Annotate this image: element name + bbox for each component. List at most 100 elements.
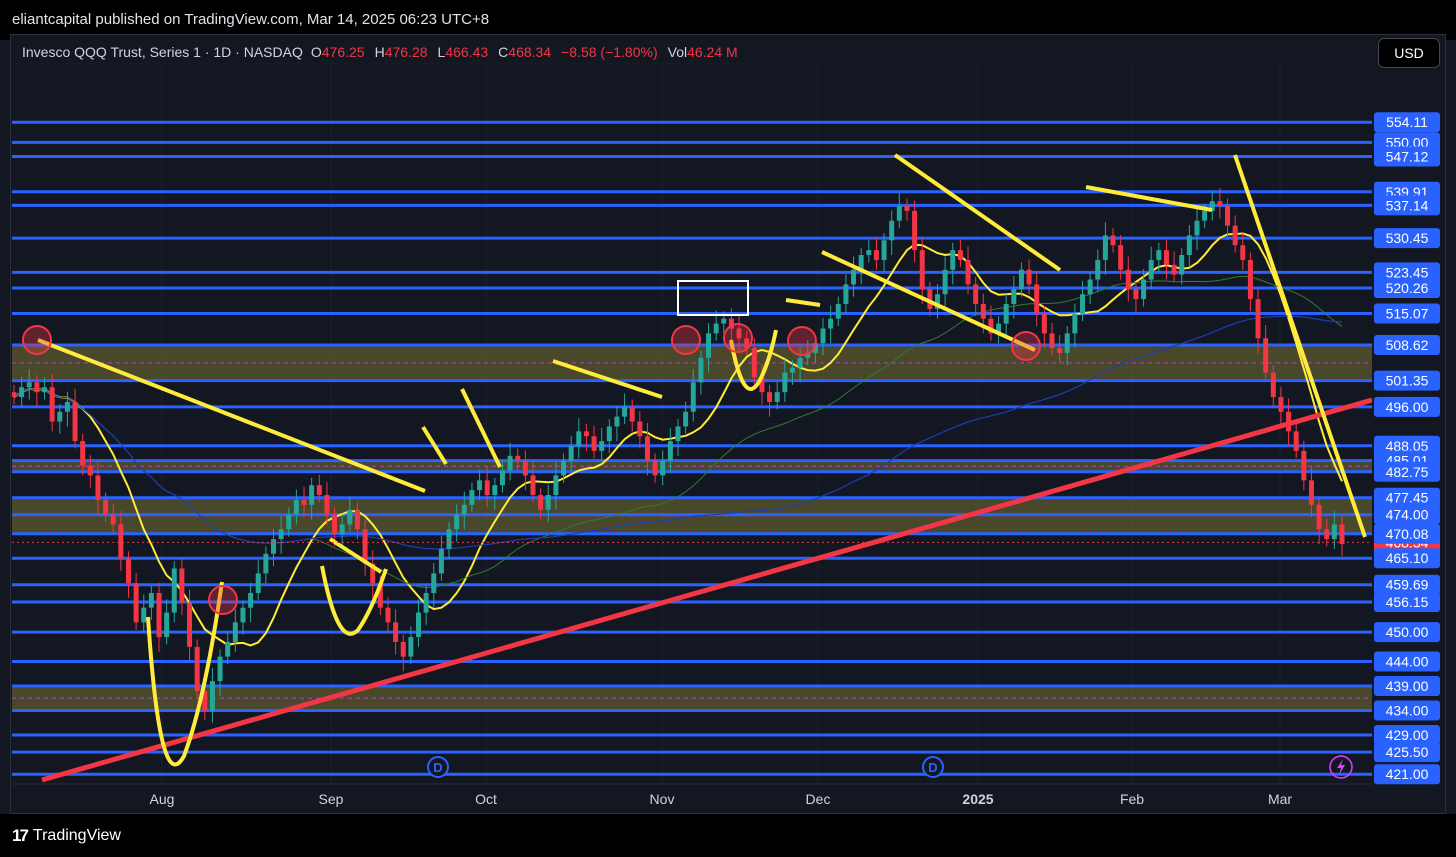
price-label-bg: [1374, 742, 1440, 763]
candle-body: [675, 426, 681, 442]
candle-body: [446, 529, 452, 549]
price-label: 439.00: [1386, 678, 1429, 694]
price-label-bg: [1374, 487, 1440, 508]
candle-body: [698, 357, 704, 383]
price-label: 537.14: [1386, 197, 1429, 213]
candle-body: [690, 382, 696, 412]
candle-body: [484, 480, 490, 496]
candle-body: [248, 592, 254, 608]
candle-body: [1247, 259, 1253, 300]
price-label: 520.26: [1386, 280, 1429, 296]
candle-body: [774, 392, 780, 402]
candle-body: [492, 485, 498, 496]
candle-body: [1072, 313, 1078, 334]
candle-body: [423, 592, 429, 613]
candle-body: [660, 460, 666, 476]
candle-body: [293, 499, 299, 515]
candle-body: [599, 441, 605, 451]
price-label: 523.45: [1386, 264, 1429, 280]
tradingview-logo[interactable]: 17 TradingView: [12, 826, 121, 846]
price-label: 421.00: [1386, 766, 1429, 782]
candle-body: [728, 318, 734, 329]
price-label-bg: [1374, 523, 1440, 544]
grid: [12, 63, 1372, 784]
marker-circle: [208, 585, 238, 615]
candle-body: [225, 641, 231, 657]
candle-body: [950, 250, 956, 270]
candle-body: [568, 446, 574, 461]
price-label: 429.00: [1386, 727, 1429, 743]
price-label: 434.00: [1386, 703, 1429, 719]
candle-body: [576, 431, 582, 447]
marker-circle: [671, 325, 701, 355]
price-label: 474.00: [1386, 507, 1429, 523]
candle-body: [1278, 397, 1284, 412]
price-label-bg: [1374, 335, 1440, 356]
candle-body: [1293, 431, 1299, 451]
dividend-marker-label: D: [433, 760, 442, 775]
candle-body: [896, 206, 902, 221]
cup-shape: [729, 329, 778, 391]
candle-body: [156, 592, 162, 638]
candle-body: [87, 465, 93, 476]
candle-body: [499, 470, 505, 486]
candle-body: [1232, 225, 1238, 246]
price-label-bg: [1374, 574, 1440, 595]
candle-body: [1179, 255, 1185, 275]
candle-body: [713, 323, 719, 334]
price-label: 488.05: [1386, 438, 1429, 454]
candle-body: [988, 318, 994, 334]
price-label: 450.00: [1386, 624, 1429, 640]
candle-body: [347, 509, 353, 525]
candle-body: [553, 475, 559, 496]
time-tick-label: Oct: [475, 791, 497, 807]
candle-body: [751, 348, 757, 378]
candle-body: [851, 269, 857, 285]
candle-body: [148, 592, 154, 608]
price-label-bg: [1374, 725, 1440, 746]
close-value: 468.34: [508, 44, 552, 60]
candle-body: [1163, 250, 1169, 265]
currency-button[interactable]: USD: [1378, 38, 1440, 68]
change-value: −8.58 (−1.80%): [561, 44, 658, 60]
candle-body: [538, 495, 544, 510]
candle-body: [240, 607, 246, 623]
candle-body: [797, 357, 803, 368]
price-label-bg: [1374, 676, 1440, 697]
candle-body: [1331, 524, 1337, 540]
flag-line: [328, 537, 383, 574]
dividend-marker: [922, 756, 944, 778]
candle-body: [141, 607, 147, 623]
candle-body: [1186, 235, 1192, 256]
candle-body: [782, 372, 788, 393]
candle-body: [1339, 524, 1345, 544]
price-label-bg: [1374, 303, 1440, 324]
candle-body: [377, 583, 383, 608]
top-bar: [0, 0, 1456, 40]
candle-body: [477, 480, 483, 491]
price-label: 477.45: [1386, 490, 1429, 506]
candle-body: [1270, 372, 1276, 398]
lightning-icon[interactable]: [1329, 755, 1353, 779]
flag-line: [552, 359, 663, 399]
published-info: eliantcapital published on TradingView.c…: [12, 11, 490, 28]
candle-body: [957, 250, 963, 260]
candle-body: [125, 558, 131, 584]
candle-body: [385, 607, 391, 623]
candle-body: [522, 460, 528, 476]
volume-value: 46.24 M: [687, 44, 738, 60]
drawings: [22, 153, 1372, 783]
candle-body: [370, 563, 376, 584]
candle-body: [202, 690, 208, 711]
candle-body: [515, 455, 521, 461]
candle-body: [187, 602, 193, 647]
candle-body: [164, 612, 170, 638]
candle-body: [179, 568, 185, 603]
flag-line: [1085, 185, 1213, 212]
candle-body: [34, 382, 40, 393]
price-label: 515.07: [1386, 305, 1429, 321]
high-value: 476.28: [384, 44, 428, 60]
candle-body: [416, 612, 422, 638]
